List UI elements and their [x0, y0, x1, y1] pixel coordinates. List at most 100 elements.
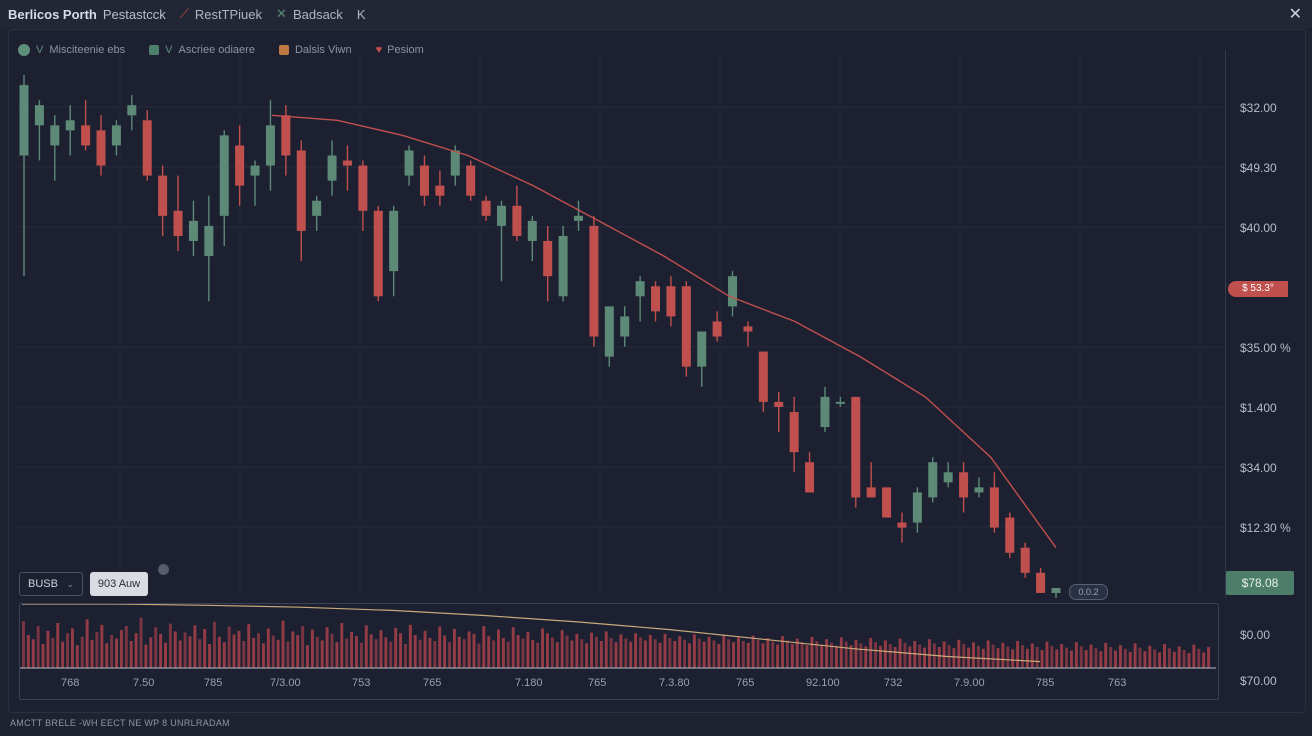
candle-bullish [111, 125, 121, 146]
volume-bar [208, 644, 212, 668]
volume-bar [1006, 646, 1010, 668]
status-bar: AMCTT BRELE -WH EECT NE WP 8 UNRLRADAM [10, 718, 230, 728]
volume-bar [653, 639, 657, 668]
volume-bar [697, 638, 701, 668]
bus-dropdown[interactable]: BUSB ⌄ [19, 572, 83, 596]
volume-bar [247, 624, 251, 668]
volume-bar [839, 637, 843, 668]
volume-bar [159, 633, 163, 668]
volume-bar [531, 639, 535, 668]
volume-bar [1011, 649, 1015, 668]
time-label: 785 [204, 677, 223, 689]
volume-bar [648, 635, 652, 668]
volume-bar [1040, 650, 1044, 668]
chart-icon: ⟋ [179, 6, 189, 21]
volume-bar [658, 642, 662, 668]
volume-bar [1177, 646, 1181, 668]
volume-bar [952, 648, 956, 668]
candle-bullish [204, 225, 214, 257]
volume-bar [482, 626, 486, 668]
candle-bearish [235, 145, 245, 186]
volume-bar [830, 642, 833, 668]
legend-item-3[interactable]: Dalsis Viwn [278, 44, 352, 56]
volume-bar [624, 638, 628, 668]
volume-bar [22, 621, 25, 668]
volume-bar [746, 642, 750, 668]
volume-bar [139, 617, 143, 668]
volume-bar [110, 635, 114, 668]
volume-bar [957, 639, 961, 668]
volume-bar [100, 624, 104, 668]
volume-bar [1133, 643, 1137, 668]
legend-item-1[interactable]: V Misciteenie ebs [18, 44, 125, 56]
volume-bar [761, 643, 765, 668]
close-icon[interactable]: ✕ [1288, 6, 1302, 23]
volume-bar [369, 634, 373, 668]
volume-bar [991, 644, 995, 668]
candle-bullish [620, 316, 630, 337]
toolbar-item-badsack[interactable]: ✕ Badsack [276, 6, 343, 22]
candle-bearish [419, 165, 429, 196]
volume-bar [1138, 647, 1142, 668]
volume-bar [570, 640, 574, 668]
volume-bar [31, 639, 35, 668]
legend-item-4[interactable]: ♥ Pesiom [376, 44, 424, 56]
volume-bar [1167, 648, 1171, 668]
volume-bar [61, 641, 65, 668]
volume-bar [1001, 642, 1005, 668]
volume-bar [232, 634, 236, 668]
volume-bar [541, 628, 545, 668]
volume-bar [599, 641, 603, 668]
volume-bar [986, 640, 990, 668]
legend-item-2[interactable]: V Ascriee odiaere [149, 44, 255, 56]
candle-bullish [65, 120, 75, 131]
volume-line [22, 603, 1041, 663]
volume-bar [438, 626, 442, 668]
time-label: 7.9.00 [954, 677, 985, 689]
volume-bar [506, 641, 510, 668]
price-label: $1.400 [1240, 401, 1277, 415]
volume-bar [1118, 645, 1122, 668]
volume-bar [923, 647, 927, 668]
time-label: 765 [588, 677, 607, 689]
volume-bar [1021, 645, 1024, 668]
candle-bullish [312, 200, 322, 216]
price-label: $12.30 % [1240, 521, 1291, 535]
volume-bar [810, 636, 814, 668]
crosshair-pill[interactable]: 0.0.2 [1069, 584, 1108, 600]
volume-bar [227, 626, 231, 668]
volume-bar [712, 640, 716, 668]
volume-bar [183, 632, 187, 668]
volume-bar [173, 631, 177, 668]
volume-bar [536, 642, 540, 668]
volume-bar [893, 647, 897, 668]
volume-bar [976, 645, 980, 668]
candle-bearish [158, 175, 168, 216]
volume-bar [1153, 649, 1157, 668]
volume-bar [428, 638, 432, 668]
volume-bar [330, 633, 334, 668]
toolbar-item-restpiuek[interactable]: ⟋ RestTPiuek [180, 6, 262, 22]
legend-label: Pesiom [387, 44, 424, 56]
volume-bar [379, 630, 383, 668]
candle-bearish [1005, 517, 1015, 553]
volume-bar [888, 644, 892, 668]
toggle-dot[interactable] [158, 564, 169, 575]
volume-bar [741, 641, 745, 668]
time-label: 765 [423, 677, 442, 689]
candle-bearish [435, 185, 445, 196]
toolbar-item-k[interactable]: K [357, 7, 366, 22]
candle-bearish [173, 210, 183, 236]
volume-bar [144, 644, 148, 668]
volume-bar [26, 635, 30, 668]
volume-bar [511, 627, 515, 668]
volume-bar [418, 639, 422, 668]
candle-bearish [666, 286, 676, 317]
volume-bar [154, 627, 158, 668]
view-button[interactable]: 903 Auw [90, 572, 148, 596]
volume-panel [19, 603, 1219, 700]
price-label: $32.00 [1240, 101, 1277, 115]
candle-bearish [358, 165, 368, 211]
volume-bar [286, 641, 290, 668]
